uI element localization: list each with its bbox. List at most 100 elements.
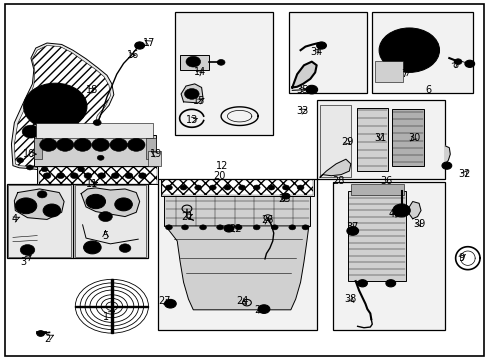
Circle shape xyxy=(209,185,216,190)
Bar xyxy=(39,167,157,184)
Circle shape xyxy=(224,185,230,190)
Text: 24: 24 xyxy=(235,296,248,306)
Bar xyxy=(391,109,423,166)
Text: 10: 10 xyxy=(23,149,35,159)
Circle shape xyxy=(26,165,33,170)
Bar xyxy=(160,179,313,196)
Text: 39: 39 xyxy=(412,219,425,229)
Text: 36: 36 xyxy=(380,176,392,186)
Circle shape xyxy=(267,185,274,190)
Circle shape xyxy=(43,204,61,217)
Text: 25: 25 xyxy=(278,194,290,204)
Circle shape xyxy=(316,42,326,49)
Text: 31: 31 xyxy=(373,133,386,143)
Text: 33: 33 xyxy=(295,106,307,116)
Circle shape xyxy=(41,167,48,172)
Text: 13: 13 xyxy=(185,115,198,125)
Text: 4: 4 xyxy=(11,215,18,224)
Circle shape xyxy=(165,225,172,230)
Circle shape xyxy=(40,138,57,151)
Circle shape xyxy=(70,173,78,179)
Text: 35: 35 xyxy=(295,85,307,95)
Circle shape xyxy=(253,185,260,190)
Circle shape xyxy=(453,59,461,64)
Text: 22: 22 xyxy=(229,225,242,234)
Circle shape xyxy=(127,138,145,151)
Circle shape xyxy=(57,173,64,179)
Polygon shape xyxy=(445,146,449,164)
Circle shape xyxy=(37,330,44,336)
Circle shape xyxy=(297,185,304,190)
Circle shape xyxy=(17,158,23,163)
Circle shape xyxy=(83,241,101,254)
Circle shape xyxy=(97,155,104,160)
Circle shape xyxy=(78,167,84,172)
Circle shape xyxy=(93,120,101,126)
Circle shape xyxy=(111,173,119,179)
Circle shape xyxy=(164,300,176,308)
Circle shape xyxy=(194,185,201,190)
Text: 14: 14 xyxy=(193,67,205,77)
Circle shape xyxy=(99,212,112,222)
Text: 19: 19 xyxy=(149,149,162,159)
Circle shape xyxy=(181,225,188,230)
Text: 8: 8 xyxy=(451,59,457,69)
Circle shape xyxy=(102,142,109,147)
Bar xyxy=(163,196,310,226)
Circle shape xyxy=(199,225,206,230)
Text: 15: 15 xyxy=(193,96,205,106)
Circle shape xyxy=(119,244,131,252)
Bar xyxy=(34,138,42,159)
Bar xyxy=(347,192,406,281)
Circle shape xyxy=(224,225,233,232)
Circle shape xyxy=(305,85,317,94)
Circle shape xyxy=(216,225,223,230)
Circle shape xyxy=(84,173,92,179)
Circle shape xyxy=(271,225,278,230)
Polygon shape xyxy=(320,159,350,177)
Bar xyxy=(34,135,156,166)
Circle shape xyxy=(23,83,87,130)
Bar xyxy=(158,179,316,330)
Bar xyxy=(356,108,387,171)
Circle shape xyxy=(288,225,295,230)
Circle shape xyxy=(43,98,67,116)
Circle shape xyxy=(346,226,358,235)
Circle shape xyxy=(115,198,132,211)
Circle shape xyxy=(22,125,40,138)
Bar xyxy=(75,185,146,257)
Text: 12: 12 xyxy=(216,161,228,171)
Circle shape xyxy=(65,122,80,132)
Circle shape xyxy=(15,198,37,214)
Circle shape xyxy=(399,43,418,57)
Polygon shape xyxy=(75,306,148,307)
Text: 40: 40 xyxy=(388,209,400,219)
Text: 6: 6 xyxy=(425,85,431,95)
Bar xyxy=(350,184,404,195)
Polygon shape xyxy=(320,105,350,177)
Polygon shape xyxy=(111,279,113,333)
Bar xyxy=(161,180,312,195)
Bar xyxy=(146,138,156,159)
Circle shape xyxy=(110,138,127,151)
Circle shape xyxy=(385,280,395,287)
Circle shape xyxy=(282,185,289,190)
Text: 34: 34 xyxy=(310,46,322,57)
Bar xyxy=(180,55,209,69)
Text: 23: 23 xyxy=(253,305,266,315)
Text: 16: 16 xyxy=(127,50,139,60)
Circle shape xyxy=(86,194,105,209)
Text: 30: 30 xyxy=(407,133,420,143)
Bar xyxy=(148,151,160,166)
Circle shape xyxy=(378,28,439,72)
Circle shape xyxy=(33,90,77,123)
Polygon shape xyxy=(165,226,308,310)
Text: 27: 27 xyxy=(158,296,170,306)
Circle shape xyxy=(441,162,451,169)
Polygon shape xyxy=(14,45,110,171)
Bar xyxy=(374,61,402,82)
Text: 3: 3 xyxy=(20,257,26,267)
Text: 32: 32 xyxy=(458,168,470,179)
Circle shape xyxy=(392,204,409,217)
Bar xyxy=(332,182,445,330)
